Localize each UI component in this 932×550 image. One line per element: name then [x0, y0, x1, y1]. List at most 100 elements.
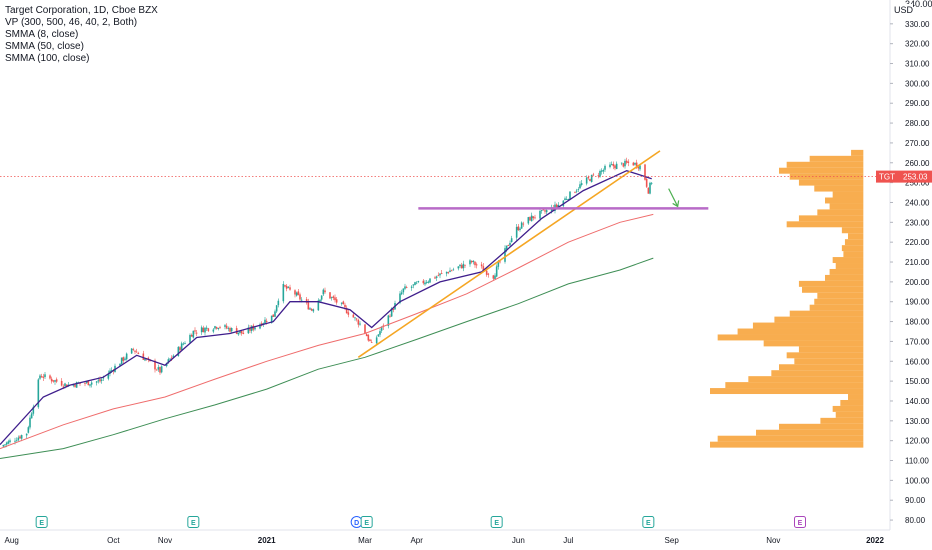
event-marker-label: E	[364, 520, 369, 527]
candle-body	[644, 164, 646, 180]
candle-body	[577, 188, 580, 190]
time-axis[interactable]: Aug Oct Nov 2021 Mar Apr Jun Jul Sep Nov 2022	[5, 536, 885, 545]
price-axis[interactable]: 80.00 90.00 100.00 110.00 120.00 130.00 140.00…	[890, 20, 930, 525]
candle-body	[410, 286, 413, 288]
volume-profile-bar	[829, 268, 864, 275]
candle-body	[62, 386, 65, 388]
candle-body	[204, 327, 206, 333]
candle-body	[75, 382, 78, 388]
y-tick-label: 180.00	[905, 318, 930, 327]
candle-body	[60, 380, 63, 386]
volume-profile-bar	[748, 376, 864, 383]
candle-body	[510, 238, 513, 242]
candle-body	[332, 296, 335, 299]
candle-body	[530, 215, 533, 222]
volume-profile-bar	[817, 292, 864, 299]
candle-body	[299, 294, 301, 300]
candle-body	[534, 217, 536, 219]
y-tick-label: 170.00	[905, 337, 930, 346]
candle-body	[277, 300, 280, 306]
event-marker-label: E	[39, 520, 44, 527]
candle-body	[44, 374, 46, 378]
candle-body	[157, 367, 160, 370]
candle-body	[42, 376, 45, 378]
x-tick-label: Nov	[766, 536, 780, 545]
candle-body	[9, 440, 11, 443]
candle-body	[167, 359, 170, 363]
y-tick-label: 260.00	[905, 159, 930, 168]
candle-body	[309, 308, 311, 310]
x-tick-label: Apr	[410, 536, 423, 545]
candle-body	[147, 357, 150, 360]
candle-body	[97, 380, 100, 382]
x-tick-label: Oct	[107, 536, 120, 545]
candle-body	[464, 264, 466, 266]
candle-body	[134, 350, 136, 352]
candle-body	[417, 280, 420, 283]
candle-body	[355, 318, 358, 320]
candle-body	[225, 325, 228, 329]
candle-body	[30, 413, 33, 419]
candle-body	[295, 292, 298, 296]
trendline	[357, 150, 661, 358]
candle-body	[377, 334, 380, 337]
y-tick-label: 220.00	[905, 238, 930, 247]
candle-body	[340, 302, 343, 304]
candle-body	[482, 266, 485, 272]
candle-body	[319, 299, 321, 302]
candle-body	[520, 222, 523, 229]
x-tick-label: 2022	[866, 536, 884, 545]
price-tag-bg	[876, 170, 932, 183]
candle-body	[585, 177, 588, 184]
currency-label-bg	[893, 4, 913, 16]
candle-body	[144, 358, 146, 361]
candle-body	[637, 166, 640, 169]
candle-body	[472, 260, 475, 263]
candle-body	[95, 381, 98, 383]
candle-body	[645, 178, 648, 187]
candle-body	[17, 437, 20, 441]
candle-body	[519, 228, 521, 231]
volume-profile-bar	[786, 161, 864, 168]
candle-body	[399, 293, 401, 303]
candle-body	[540, 210, 543, 212]
candle-body	[504, 248, 506, 262]
candle-body	[40, 376, 43, 378]
candle-body	[580, 183, 583, 185]
candle-body	[415, 282, 418, 284]
candle-body	[387, 315, 390, 326]
volume-profile-bar	[841, 245, 864, 252]
candle-body	[450, 270, 453, 272]
y-tick-label: 130.00	[905, 417, 930, 426]
candle-body	[229, 327, 231, 332]
legend-title: Target Corporation, 1D, Cboe BZX	[5, 5, 158, 16]
y-tick-label: 150.00	[905, 377, 930, 386]
volume-profile-bar	[710, 441, 864, 448]
volume-profile-bar	[851, 149, 864, 156]
candle-body	[345, 307, 348, 314]
candle-body	[579, 184, 581, 189]
candle-body	[237, 332, 240, 335]
candle-body	[330, 297, 333, 299]
legend-smma-8: SMMA (8, close)	[5, 29, 79, 40]
candle-body	[634, 162, 636, 165]
candle-body	[557, 204, 560, 208]
candle-body	[529, 216, 531, 221]
candle-body	[509, 242, 511, 246]
candle-body	[620, 162, 623, 164]
y-tick-label: 140.00	[905, 397, 930, 406]
volume-profile-bar	[820, 417, 864, 424]
candle-body	[445, 271, 448, 274]
earnings-marker	[490, 516, 503, 528]
candle-body	[449, 270, 451, 273]
candle-body	[179, 347, 181, 351]
y-tick-label: 280.00	[905, 119, 930, 128]
volume-profile-bar	[789, 310, 864, 317]
y-tick-label: 80.00	[905, 516, 926, 525]
candle-body	[609, 164, 611, 168]
volume-profile-bar	[817, 209, 864, 216]
candle-body	[215, 327, 218, 329]
volume-profile-bar	[848, 233, 864, 240]
